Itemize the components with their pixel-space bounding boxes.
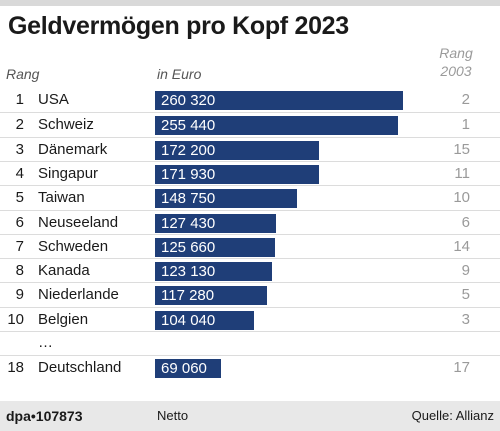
bar xyxy=(155,213,276,233)
table-row: 2 Schweiz 255 440 1 xyxy=(0,112,500,136)
rank2003-value: 15 xyxy=(453,140,470,158)
bar xyxy=(155,286,267,306)
bar-value-label: 148 750 xyxy=(161,190,216,208)
bar xyxy=(155,237,275,257)
rank2003-value: 3 xyxy=(461,310,470,328)
table-row: 10 Belgien 104 040 3 xyxy=(0,306,500,331)
rank-label: 2 xyxy=(15,116,24,134)
rank2003-value: 10 xyxy=(453,189,470,207)
bar-value-label: 255 440 xyxy=(161,117,216,135)
table-row: 18 Deutschland 69 060 17 xyxy=(0,355,500,379)
rank-label: 6 xyxy=(15,213,24,231)
table-row: 3 Dänemark 172 200 15 xyxy=(0,136,500,161)
rank2003-header-line2: 2003 xyxy=(440,63,472,79)
country-label: Niederlande xyxy=(38,286,119,304)
country-label: USA xyxy=(38,91,69,108)
bar-chart: 1 USA 260 320 2 2 Schweiz 255 440 1 3 Dänemark 172… xyxy=(0,88,500,383)
country-label: Belgien xyxy=(38,310,89,328)
ellipsis-row: … xyxy=(0,331,500,355)
chart-title: Geldvermögen pro Kopf 2023 xyxy=(8,12,349,40)
bar-value-label: 125 660 xyxy=(161,238,216,256)
bar-value-label: 117 280 xyxy=(161,287,215,305)
rank2003-header: Rang 2003 xyxy=(426,44,486,80)
table-row: 8 Kanada 123 130 9 xyxy=(0,258,500,282)
unit-header: in Euro xyxy=(157,66,202,82)
rank-label: 10 xyxy=(7,310,24,328)
bar-value-label: 104 040 xyxy=(161,311,216,329)
bar xyxy=(155,140,319,160)
bar xyxy=(155,91,403,110)
footer-agency-id: dpa•107873 xyxy=(6,408,83,424)
country-label: Taiwan xyxy=(38,189,85,207)
ellipsis: … xyxy=(38,334,53,351)
rank-label: 7 xyxy=(15,237,24,255)
bar-value-label: 127 430 xyxy=(161,214,216,232)
table-row: 4 Singapur 171 930 11 xyxy=(0,160,500,185)
country-label: Schweden xyxy=(38,237,109,255)
rank-label: 9 xyxy=(15,286,24,304)
bar xyxy=(155,116,398,136)
table-row: 7 Schweden 125 660 14 xyxy=(0,233,500,258)
rank-label: 5 xyxy=(15,189,24,207)
bar xyxy=(155,310,254,330)
country-label: Deutschland xyxy=(38,359,122,377)
rank-header: Rang xyxy=(6,66,40,82)
bar-value-label: 172 200 xyxy=(161,141,216,159)
rank-label: 4 xyxy=(15,164,24,182)
table-row: 1 USA 260 320 2 xyxy=(0,88,500,112)
bar xyxy=(155,262,272,282)
bar-value-label: 69 060 xyxy=(161,360,207,378)
footer-source: Quelle: Allianz xyxy=(411,408,494,423)
bar-value-label: 171 930 xyxy=(161,165,216,183)
rank2003-header-line1: Rang xyxy=(439,45,473,61)
bar-value-label: 260 320 xyxy=(161,92,216,109)
country-label: Singapur xyxy=(38,164,99,182)
rank-label: 8 xyxy=(15,262,24,280)
table-row: 6 Neuseeland 127 430 6 xyxy=(0,209,500,234)
footer: dpa•107873 Netto Quelle: Allianz xyxy=(0,401,500,431)
rank2003-value: 17 xyxy=(453,359,470,377)
country-label: Kanada xyxy=(38,262,90,280)
table-row: 9 Niederlande 117 280 5 xyxy=(0,282,500,306)
bar xyxy=(155,189,297,209)
country-label: Dänemark xyxy=(38,140,108,158)
country-label: Schweiz xyxy=(38,116,94,134)
rank2003-value: 5 xyxy=(461,286,470,304)
rank2003-value: 14 xyxy=(453,237,470,255)
rank2003-value: 1 xyxy=(461,116,470,134)
bar-value-label: 123 130 xyxy=(161,263,216,281)
bar xyxy=(155,359,221,379)
rank-label: 3 xyxy=(15,140,24,158)
footer-note: Netto xyxy=(157,408,189,423)
table-row: 5 Taiwan 148 750 10 xyxy=(0,185,500,209)
rank2003-value: 11 xyxy=(454,164,470,182)
rank2003-value: 2 xyxy=(461,91,470,108)
rank-label: 1 xyxy=(15,91,24,108)
rank2003-value: 9 xyxy=(461,262,470,280)
rank2003-value: 6 xyxy=(461,213,470,231)
bar xyxy=(155,164,319,184)
rank-label: 18 xyxy=(7,359,24,377)
country-label: Neuseeland xyxy=(38,213,119,231)
top-bar xyxy=(0,0,500,6)
